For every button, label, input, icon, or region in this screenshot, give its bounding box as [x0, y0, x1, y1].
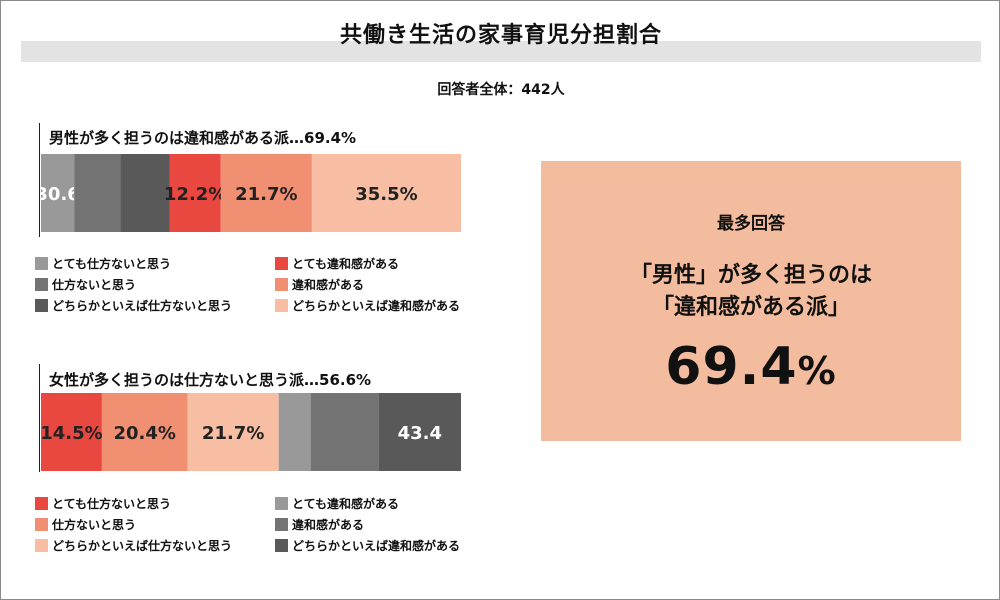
callout-label: 最多回答: [717, 214, 785, 234]
legend-swatch: [35, 299, 48, 312]
chart1-segment-3: [120, 154, 170, 232]
chart1-legend-item: 違和感がある: [275, 276, 364, 293]
callout-value: 69.4: [665, 337, 798, 397]
chart2-legend-item: とても違和感がある: [275, 495, 399, 512]
chart2-axis-line: [39, 364, 40, 472]
chart2-bar: 14.5% 20.4% 21.7% 43.4: [41, 393, 461, 471]
chart2-heading: 女性が多く担うのは仕方ないと思う派…56.6%: [49, 371, 372, 389]
chart2-segment-2: [101, 393, 188, 471]
chart2-segment-3: [187, 393, 279, 471]
chart2-segment-5: [310, 393, 379, 471]
chart1-segment-4: [169, 154, 221, 232]
chart1-label-5: 21.7%: [235, 184, 297, 205]
title-band: [21, 41, 981, 62]
chart2-legend-item: とても仕方ないと思う: [35, 495, 171, 512]
legend-label: とても仕方ないと思う: [52, 497, 172, 511]
legend-label: 仕方ないと思う: [52, 278, 137, 292]
chart1-label-1: 30.6: [41, 184, 80, 205]
chart1-segment-2: [74, 154, 121, 232]
chart2-legend-item: 仕方ないと思う: [35, 516, 136, 533]
legend-swatch: [35, 497, 48, 510]
legend-swatch: [275, 497, 288, 510]
chart1-legend-item: どちらかといえば違和感がある: [275, 297, 460, 314]
legend-label: どちらかといえば仕方ないと思う: [52, 539, 233, 553]
legend-swatch: [275, 257, 288, 270]
legend-swatch: [35, 278, 48, 291]
chart1-heading: 男性が多く担うのは違和感がある派…69.4%: [49, 129, 357, 147]
callout-unit: %: [797, 349, 837, 393]
legend-label: どちらかといえば違和感がある: [292, 299, 461, 313]
chart2-segment-1: [41, 393, 102, 471]
legend-swatch: [275, 278, 288, 291]
top-answer-callout: 最多回答 「男性」が多く担うのは 「違和感がある派」 69.4%: [541, 161, 961, 441]
chart1-axis-line: [39, 123, 40, 237]
chart1-bar: 30.6 12.2% 21.7% 35.5%: [41, 154, 461, 232]
chart1-label-6: 35.5%: [355, 184, 417, 205]
chart1-legend-item: とても違和感がある: [275, 255, 399, 272]
page-title: 共働き生活の家事育児分担割合: [339, 23, 662, 48]
chart2-segment-6: [378, 393, 461, 471]
legend-swatch: [35, 539, 48, 552]
chart2-label-2: 20.4%: [114, 423, 176, 444]
chart2-legend-item: どちらかといえば仕方ないと思う: [35, 537, 232, 554]
legend-label: 仕方ないと思う: [52, 518, 137, 532]
legend-swatch: [35, 518, 48, 531]
legend-label: どちらかといえば仕方ないと思う: [52, 299, 233, 313]
chart1-segment-1: [41, 154, 75, 232]
chart2-label-3: 21.7%: [202, 423, 264, 444]
legend-label: とても違和感がある: [292, 497, 400, 511]
chart1-legend-item: どちらかといえば仕方ないと思う: [35, 297, 232, 314]
callout-line1: 「男性」が多く担うのは: [629, 263, 872, 288]
chart2-label-1: 14.5%: [41, 423, 103, 444]
chart1-legend-item: とても仕方ないと思う: [35, 255, 171, 272]
legend-label: どちらかといえば違和感がある: [292, 539, 461, 553]
chart1-segment-6: [311, 154, 461, 232]
legend-swatch: [275, 518, 288, 531]
chart1-label-4: 12.2%: [164, 184, 226, 205]
legend-swatch: [35, 257, 48, 270]
callout-value-wrap: 69.4%: [541, 337, 961, 397]
respondent-total: 回答者全体：442人: [437, 82, 565, 98]
chart2-legend-item: 違和感がある: [275, 516, 364, 533]
legend-swatch: [275, 539, 288, 552]
chart2-label-6: 43.4: [398, 423, 442, 444]
chart1-segment-5: [220, 154, 312, 232]
chart1-legend-item: 仕方ないと思う: [35, 276, 136, 293]
chart2-segment-4: [278, 393, 311, 471]
legend-label: とても仕方ないと思う: [52, 257, 172, 271]
legend-label: とても違和感がある: [292, 257, 400, 271]
legend-label: 違和感がある: [292, 518, 365, 532]
chart2-legend-item: どちらかといえば違和感がある: [275, 537, 460, 554]
legend-label: 違和感がある: [292, 278, 365, 292]
callout-line2: 「違和感がある派」: [651, 295, 850, 320]
legend-swatch: [275, 299, 288, 312]
